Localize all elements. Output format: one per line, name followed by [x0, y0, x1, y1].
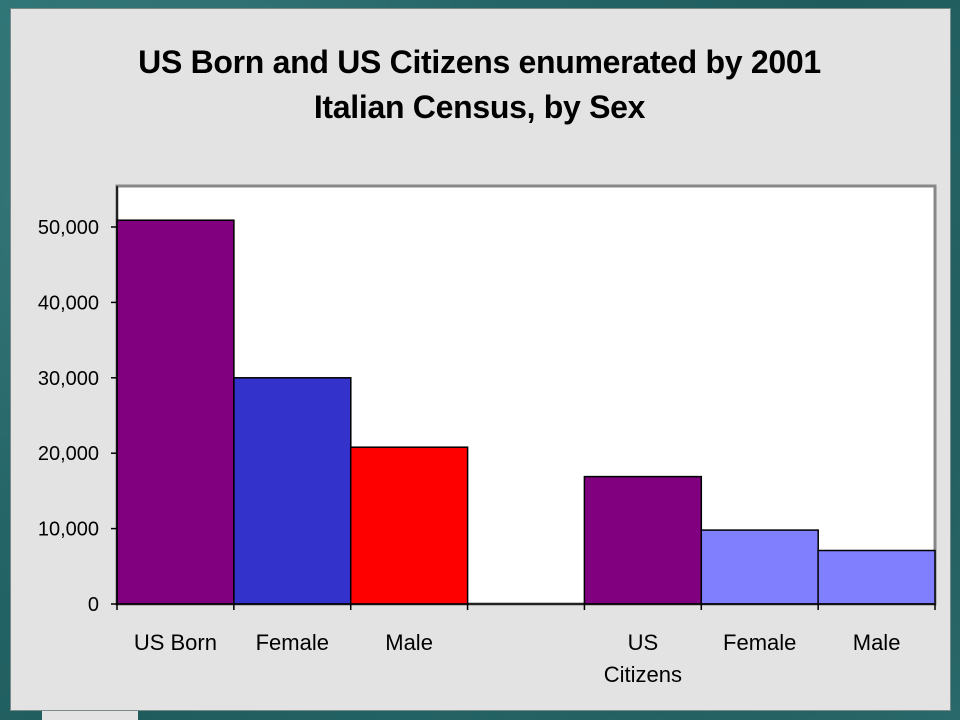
x-category-label-0: US Born	[134, 630, 217, 655]
chart-title-line-2: Italian Census, by Sex	[313, 89, 646, 125]
axis-group: 0 10,000 20,000 30,000 40,000 50,000 US Born Fe…	[38, 186, 936, 687]
x-category-label-6: Male	[853, 630, 901, 655]
chart-title: US Born and US Citizens enumerated by 20…	[10, 40, 949, 130]
slide-footer-tab	[42, 711, 138, 720]
x-category-label-1: Female	[256, 630, 329, 655]
x-category-label-5: Female	[723, 630, 796, 655]
bar-4	[583, 475, 703, 605]
y-tick-label-3: 30,000	[38, 368, 99, 390]
y-tick-label-2: 20,000	[38, 443, 99, 465]
bar-5	[700, 529, 819, 605]
x-category-label-4-0: US	[628, 630, 659, 655]
bars-group	[116, 219, 936, 605]
bar-1	[233, 377, 352, 605]
y-tick-label-0: 0	[88, 594, 99, 616]
chart-title-line-1: US Born and US Citizens enumerated by 20…	[138, 44, 821, 80]
x-category-label-4-1: Citizens	[604, 662, 682, 687]
bar-0	[116, 219, 235, 605]
x-category-label-2: Male	[385, 630, 433, 655]
y-tick-label-4: 40,000	[38, 292, 99, 314]
bar-2	[349, 446, 469, 605]
y-tick-label-1: 10,000	[38, 519, 99, 541]
bar-6	[817, 549, 936, 605]
y-tick-label-5: 50,000	[38, 217, 99, 239]
